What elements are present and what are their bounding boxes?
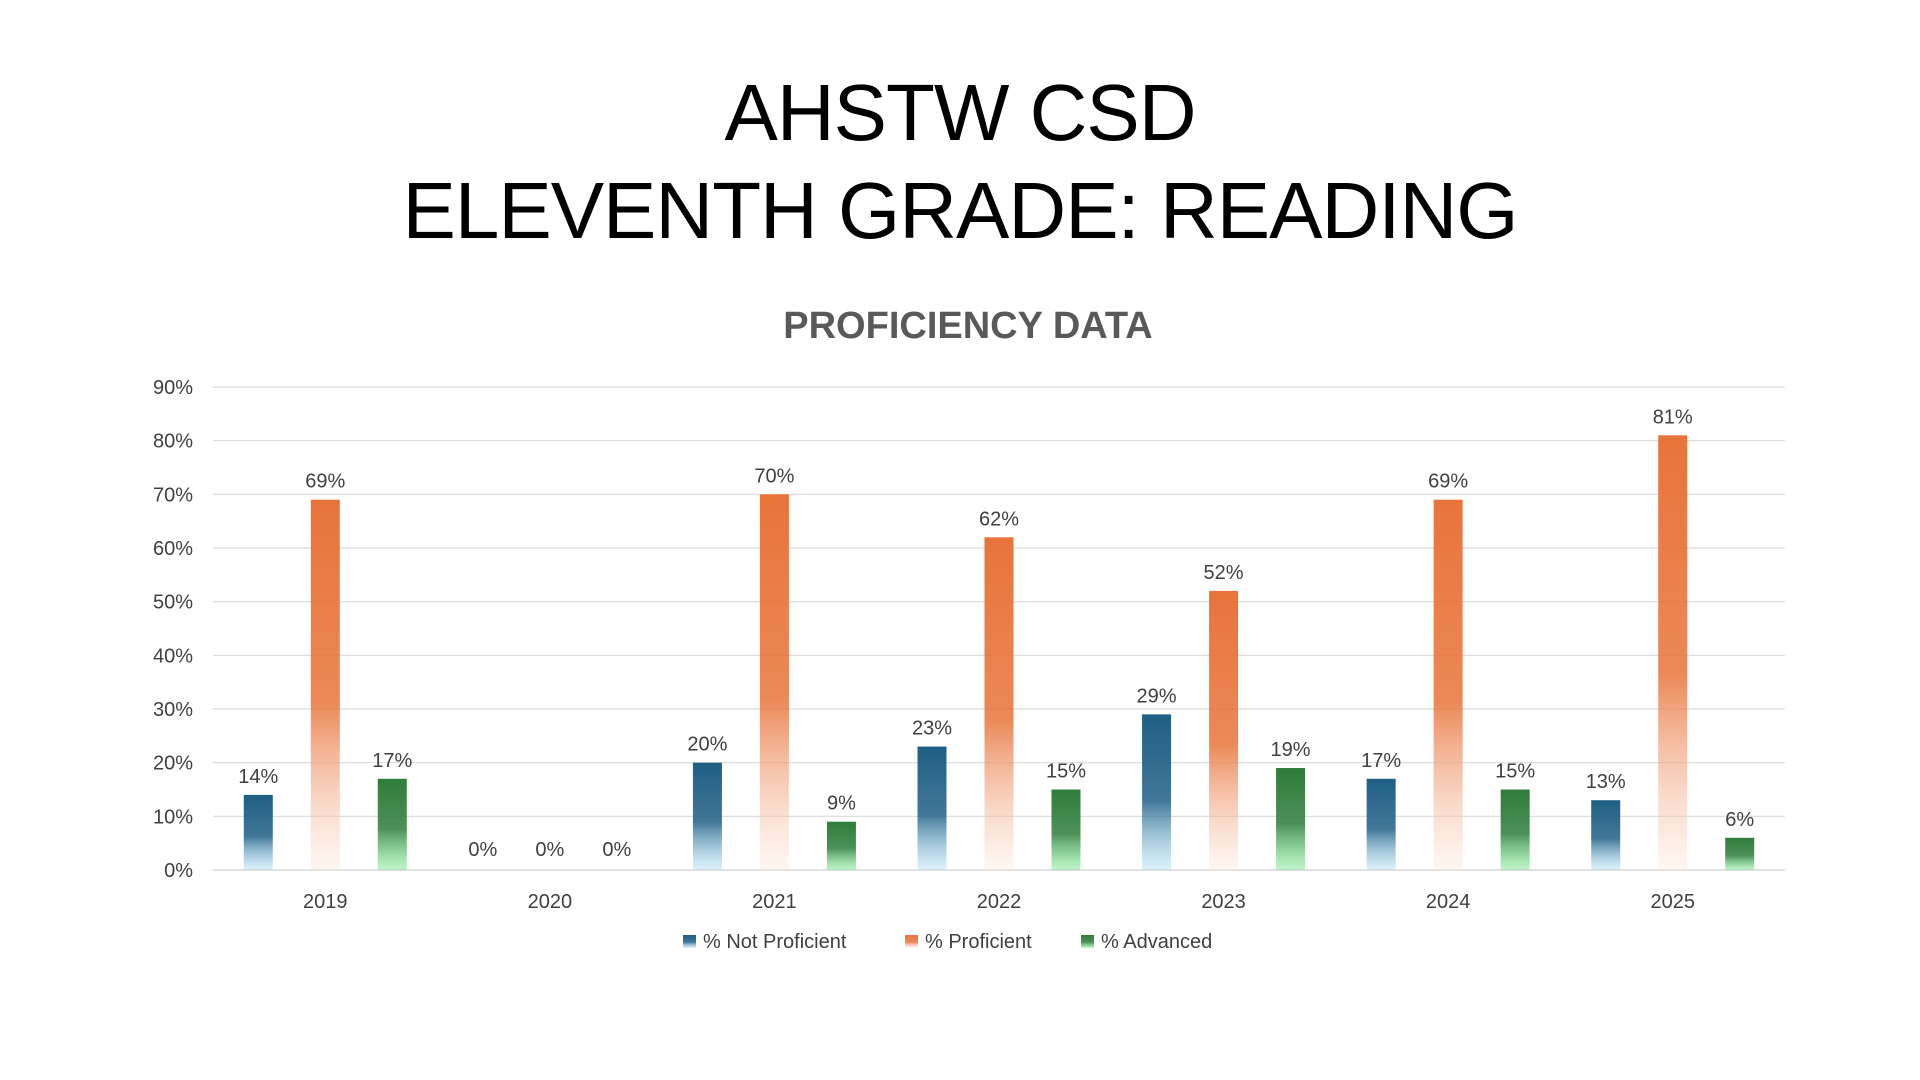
y-tick-label: 90% xyxy=(153,377,193,399)
data-label: 19% xyxy=(1271,739,1311,761)
data-labels: 14% 69% 17% 0% 0% 0% 20% 70% 9% 23% 62% 15% 29% 52% 19… xyxy=(238,406,1754,861)
bar-notproficient-2021 xyxy=(692,762,722,870)
x-tick-label: 2022 xyxy=(977,891,1022,913)
chart-title: PROFICIENCY DATA xyxy=(783,305,1152,347)
bar-proficient-2024 xyxy=(1433,499,1463,870)
bar-notproficient-2019 xyxy=(243,794,273,870)
x-tick-label: 2019 xyxy=(303,891,348,913)
y-tick-label: 30% xyxy=(153,699,193,721)
data-label: 15% xyxy=(1046,761,1086,783)
legend-swatch xyxy=(905,935,918,948)
bar-advanced-2023 xyxy=(1276,768,1306,870)
legend-label: % Advanced xyxy=(1101,931,1212,953)
data-label: 17% xyxy=(1361,750,1401,772)
proficiency-bar-chart: PROFICIENCY DATA 0% 10% 20% 30% 40% 50% 60% 70%… xyxy=(153,305,1785,953)
x-tick-label: 2024 xyxy=(1426,891,1471,913)
y-tick-label: 0% xyxy=(164,860,193,882)
data-label: 0% xyxy=(535,839,564,861)
legend-swatch xyxy=(683,935,696,948)
bar-notproficient-2024 xyxy=(1366,778,1396,870)
data-label: 69% xyxy=(1428,471,1468,493)
data-label: 0% xyxy=(602,839,631,861)
data-label: 52% xyxy=(1204,562,1244,584)
y-tick-label: 10% xyxy=(153,806,193,828)
slide-title-line-1: AHSTW CSD xyxy=(724,68,1197,157)
x-tick-label: 2021 xyxy=(752,891,797,913)
slide-title: AHSTW CSD ELEVENTH GRADE: READING xyxy=(0,64,1920,260)
legend-label: % Not Proficient xyxy=(703,931,847,953)
bar-notproficient-2025 xyxy=(1591,800,1621,870)
legend-item: % Advanced xyxy=(1081,931,1212,953)
data-label: 13% xyxy=(1586,771,1626,793)
slide-title-line-2: ELEVENTH GRADE: READING xyxy=(402,166,1518,255)
bar-advanced-2019 xyxy=(377,778,407,870)
data-label: 29% xyxy=(1137,685,1177,707)
x-tick-label: 2020 xyxy=(528,891,573,913)
bar-notproficient-2022 xyxy=(917,746,947,870)
bars xyxy=(243,435,1755,870)
data-label: 9% xyxy=(827,793,856,815)
bar-notproficient-2023 xyxy=(1142,714,1172,870)
y-tick-label: 60% xyxy=(153,538,193,560)
data-label: 6% xyxy=(1725,809,1754,831)
x-axis-ticks: 2019 2020 2021 2022 2023 2024 2025 xyxy=(303,891,1695,913)
legend-swatch xyxy=(1081,935,1094,948)
y-tick-label: 40% xyxy=(153,645,193,667)
bar-proficient-2019 xyxy=(310,499,340,870)
x-tick-label: 2025 xyxy=(1650,891,1695,913)
data-label: 15% xyxy=(1495,761,1535,783)
bar-advanced-2022 xyxy=(1051,789,1081,870)
data-label: 17% xyxy=(372,750,412,772)
data-label: 14% xyxy=(238,766,278,788)
data-label: 70% xyxy=(754,465,794,487)
bar-proficient-2022 xyxy=(984,537,1014,870)
legend-item: % Not Proficient xyxy=(683,931,847,953)
y-tick-label: 70% xyxy=(153,484,193,506)
y-tick-label: 80% xyxy=(153,431,193,453)
data-label: 23% xyxy=(912,718,952,740)
data-label: 0% xyxy=(468,839,497,861)
data-label: 69% xyxy=(305,471,345,493)
bar-proficient-2025 xyxy=(1658,435,1688,870)
y-axis-ticks: 0% 10% 20% 30% 40% 50% 60% 70% 80% 90% xyxy=(153,377,193,882)
legend-label: % Proficient xyxy=(925,931,1032,953)
bar-advanced-2021 xyxy=(826,821,856,870)
data-label: 81% xyxy=(1653,406,1693,428)
bar-advanced-2024 xyxy=(1500,789,1530,870)
data-label: 62% xyxy=(979,508,1019,530)
y-tick-label: 50% xyxy=(153,592,193,614)
legend-item: % Proficient xyxy=(905,931,1032,953)
y-tick-label: 20% xyxy=(153,753,193,775)
bar-proficient-2021 xyxy=(759,494,789,870)
legend: % Not Proficient % Proficient % Advanced xyxy=(683,931,1212,953)
bar-proficient-2023 xyxy=(1209,590,1239,870)
bar-advanced-2025 xyxy=(1725,837,1755,870)
x-tick-label: 2023 xyxy=(1201,891,1246,913)
data-label: 20% xyxy=(687,734,727,756)
